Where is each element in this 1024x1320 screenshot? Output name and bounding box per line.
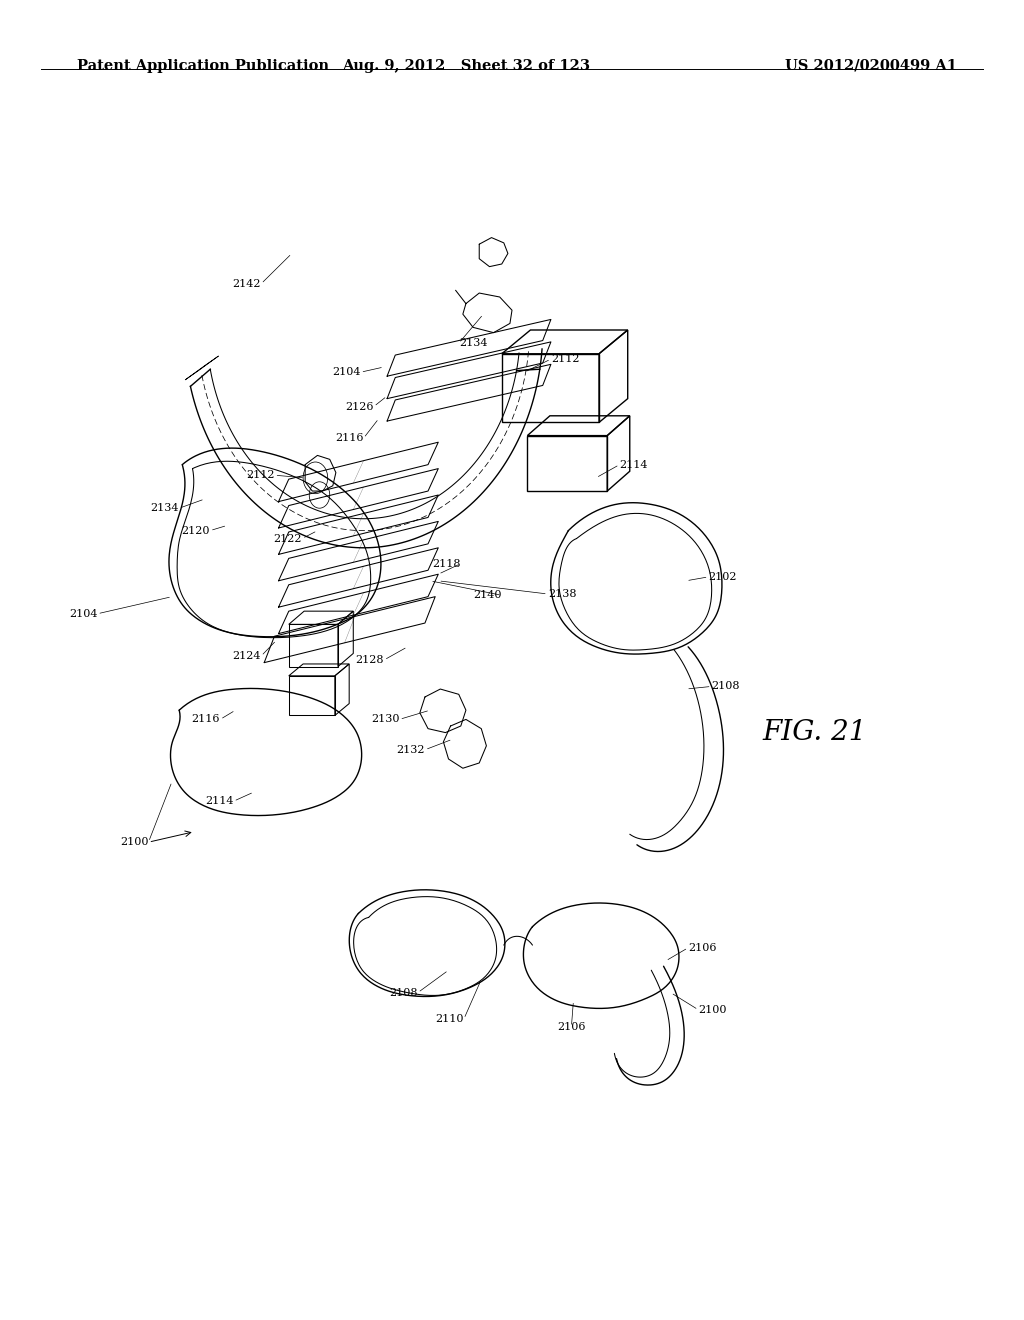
Text: 2114: 2114 [205,796,233,807]
Text: 2124: 2124 [232,651,261,661]
Text: 2116: 2116 [191,714,220,725]
Text: 2134: 2134 [151,503,179,513]
Text: 2112: 2112 [246,470,274,480]
Text: US 2012/0200499 A1: US 2012/0200499 A1 [785,58,957,73]
Text: 2116: 2116 [335,433,364,444]
Text: 2140: 2140 [473,590,502,601]
Text: 2106: 2106 [557,1022,586,1032]
Text: 2138: 2138 [548,589,577,599]
Text: 2104: 2104 [69,609,97,619]
Text: 2108: 2108 [389,987,418,998]
Text: 2122: 2122 [273,533,302,544]
Text: 2120: 2120 [181,525,210,536]
Text: FIG. 21: FIG. 21 [763,719,867,746]
Text: 2128: 2128 [355,655,384,665]
Text: 2104: 2104 [332,367,360,378]
Text: 2132: 2132 [396,744,425,755]
Text: 2142: 2142 [232,279,261,289]
Text: 2118: 2118 [432,558,461,569]
Text: 2126: 2126 [345,401,374,412]
Text: Aug. 9, 2012   Sheet 32 of 123: Aug. 9, 2012 Sheet 32 of 123 [342,58,590,73]
Text: 2134: 2134 [459,338,487,348]
Text: 2130: 2130 [371,714,399,725]
Text: 2110: 2110 [435,1014,464,1024]
Text: Patent Application Publication: Patent Application Publication [77,58,329,73]
Text: 2102: 2102 [709,572,737,582]
Text: 2106: 2106 [688,942,717,953]
Text: 2100: 2100 [120,837,148,847]
Text: 2100: 2100 [698,1005,727,1015]
Text: 2112: 2112 [551,354,580,364]
Text: 2114: 2114 [620,459,648,470]
Text: 2108: 2108 [712,681,740,692]
